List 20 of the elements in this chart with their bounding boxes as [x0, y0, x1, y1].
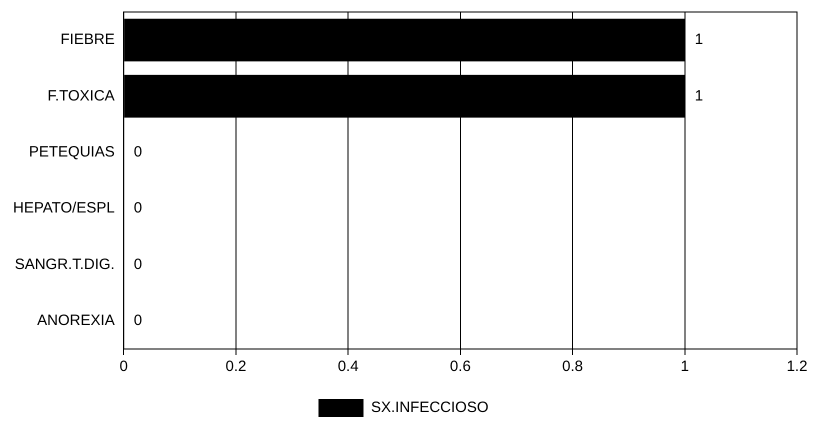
y-tick-label: ANOREXIA: [37, 312, 115, 330]
x-tick-label: 1: [680, 358, 689, 376]
data-label: 0: [134, 312, 142, 330]
data-label: 0: [134, 144, 142, 161]
data-label: 0: [134, 256, 142, 273]
y-tick-label: HEPATO/ESPL: [12, 200, 115, 217]
x-tick-label: 0.4: [338, 358, 359, 376]
x-tick-label: 0.8: [562, 358, 583, 376]
data-label: 1: [694, 87, 704, 104]
y-tick-label: F.TOXICA: [47, 87, 115, 104]
data-label: 1: [694, 31, 704, 48]
y-tick-label: PETEQUIAS: [28, 144, 115, 161]
x-tick-label: 1.2: [786, 358, 808, 376]
x-tick-label: 0: [120, 358, 128, 376]
x-tick-label: 0.6: [450, 358, 471, 376]
data-label: 0: [134, 200, 142, 217]
x-tick-label: 0.2: [225, 358, 246, 376]
y-tick-label: FIEBRE: [60, 31, 115, 48]
y-tick-label: SANGR.T.DIG.: [14, 256, 115, 273]
legend-label: SX.INFECCIOSO: [370, 399, 489, 416]
